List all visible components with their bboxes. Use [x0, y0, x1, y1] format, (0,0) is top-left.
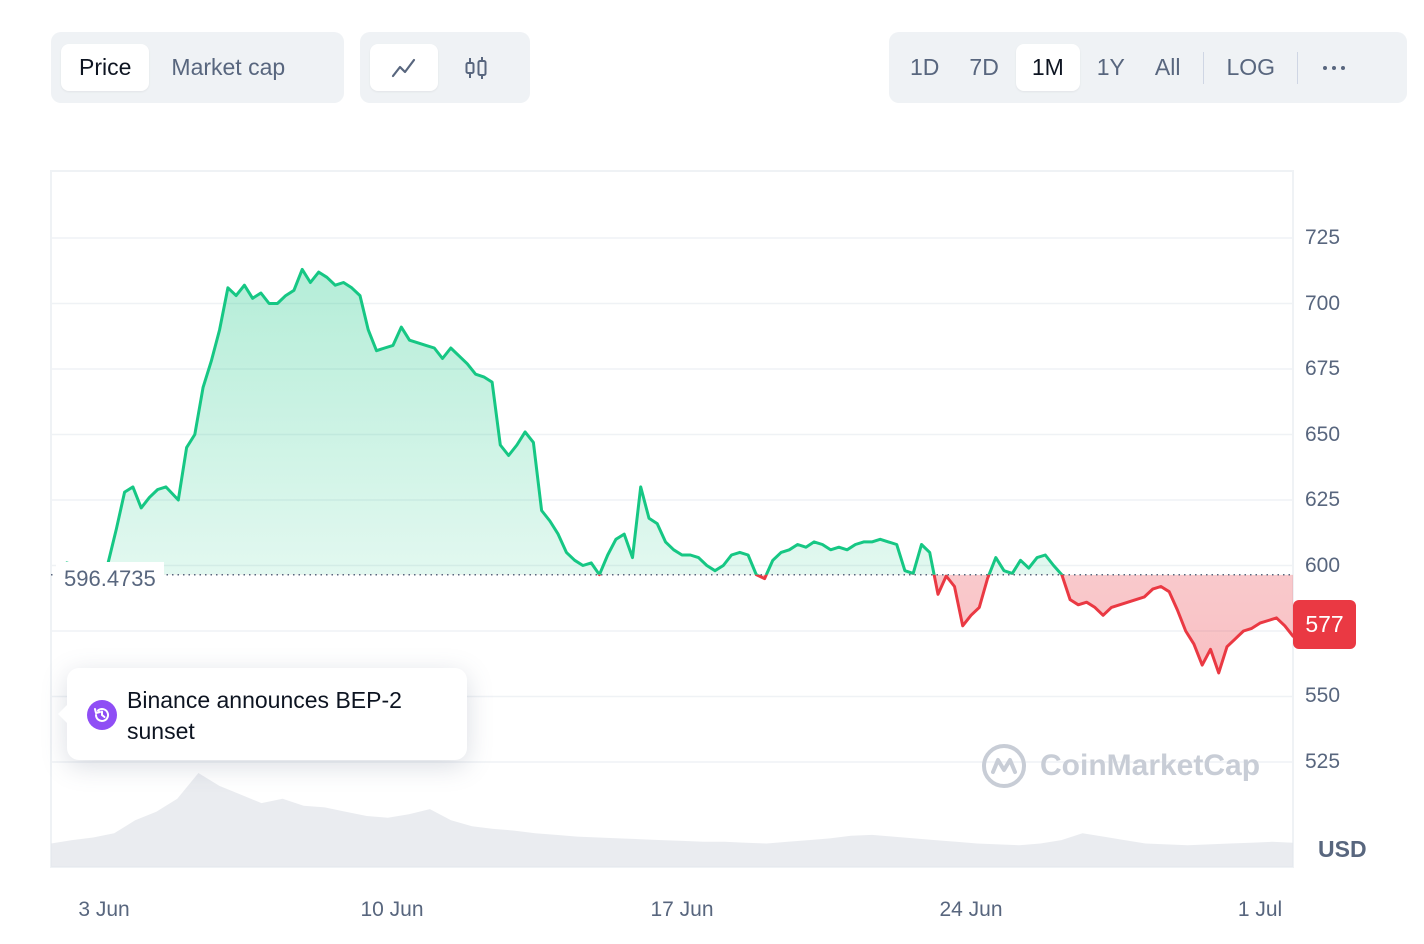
price-line-down: [58, 574, 1293, 675]
y-tick-label: 525: [1305, 750, 1341, 773]
range-selector: 1D 7D 1M 1Y All LOG: [889, 32, 1407, 103]
coinmarketcap-logo-icon: [982, 744, 1026, 788]
price-type-toggle: Price Market cap: [51, 32, 344, 103]
x-tick-label: 10 Jun: [360, 898, 424, 921]
price-area-below: [756, 574, 1293, 673]
line-chart-icon: [391, 58, 416, 77]
current-price-tag: 577: [1293, 600, 1356, 649]
x-tick-label: 3 Jun: [78, 898, 130, 921]
watermark: CoinMarketCap: [980, 742, 1260, 790]
price-line-up: [57, 267, 1064, 575]
x-tick-label: 17 Jun: [650, 898, 714, 921]
x-tick-label: 1 Jul: [1237, 898, 1283, 921]
y-tick-label: 700: [1305, 292, 1341, 315]
volume-area: [51, 773, 1293, 867]
event-tooltip[interactable]: Binance announces BEP-2 sunset: [58, 668, 467, 760]
y-tick-label: 550: [1305, 684, 1341, 707]
y-tick-label: 675: [1305, 357, 1341, 380]
range-1d[interactable]: 1D: [910, 54, 940, 80]
market-cap-tab[interactable]: Market cap: [171, 54, 286, 80]
y-tick-label: 650: [1305, 423, 1341, 446]
candlestick-button[interactable]: [442, 44, 510, 91]
price-area-above: [58, 269, 1293, 575]
more-options-button[interactable]: [1308, 44, 1360, 91]
log-scale-toggle[interactable]: LOG: [1226, 54, 1276, 80]
event-tooltip-text: Binance announces BEP-2 sunset: [127, 687, 402, 744]
y-tick-label: 600: [1305, 554, 1341, 577]
price-tab[interactable]: Price: [61, 44, 150, 91]
range-1y[interactable]: 1Y: [1096, 54, 1125, 80]
more-dots-icon: [1323, 65, 1346, 70]
x-tick-label: 24 Jun: [939, 898, 1003, 921]
range-all[interactable]: All: [1154, 54, 1181, 80]
chart-style-toggle: [360, 32, 530, 103]
candlestick-icon: [465, 56, 487, 79]
watermark-text: CoinMarketCap: [1040, 749, 1261, 782]
range-1m[interactable]: 1M: [1015, 44, 1080, 91]
history-clock-icon: [87, 700, 117, 730]
currency-label: USD: [1318, 836, 1367, 862]
divider: [1203, 51, 1205, 84]
baseline-price-label: 596.4735: [56, 562, 164, 596]
y-tick-label: 725: [1305, 226, 1341, 249]
y-tick-label: 625: [1305, 488, 1341, 511]
range-7d[interactable]: 7D: [969, 54, 999, 80]
line-chart-button[interactable]: [370, 44, 438, 91]
divider: [1297, 51, 1299, 84]
